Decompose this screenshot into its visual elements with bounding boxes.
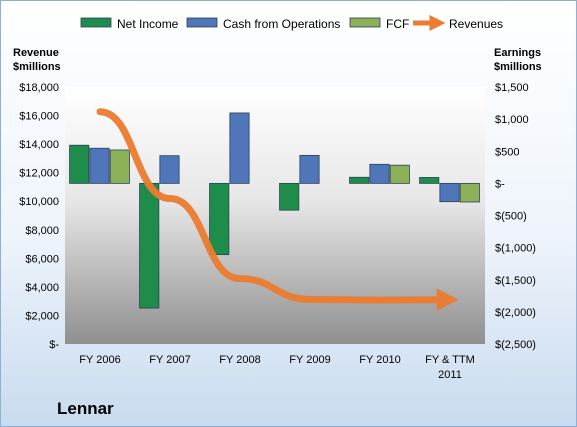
category-label: FY 2009 <box>289 354 330 366</box>
bar-cash-from-operations <box>159 155 180 184</box>
category-label: FY 2010 <box>359 354 400 366</box>
left-tick-label: $8,000 <box>25 225 59 237</box>
bar-cash-from-operations <box>439 182 460 203</box>
legend-swatch-net-income <box>80 17 112 28</box>
revenues-line <box>96 108 459 311</box>
right-tick-label: $(2,000) <box>495 307 536 319</box>
right-tick-label: $- <box>495 178 505 190</box>
bar-cash-from-operations <box>369 163 390 184</box>
right-axis-title-2: $millions <box>494 61 542 73</box>
right-axis-title-1: Earnings <box>494 47 541 59</box>
legend-label-net-income: Net Income <box>117 17 179 31</box>
legend-swatch-fcf <box>349 17 381 28</box>
left-tick-label: $12,000 <box>19 168 59 180</box>
left-tick-label: $2,000 <box>25 310 59 322</box>
bar-cash-from-operations <box>89 147 110 184</box>
right-tick-label: $(2,500) <box>495 339 536 351</box>
legend-label-revenues: Revenues <box>449 17 503 31</box>
left-tick-label: $14,000 <box>19 139 59 151</box>
legend-label-cash-from-operations: Cash from Operations <box>223 17 340 31</box>
legend-swatch-cash-from-operations <box>186 17 218 28</box>
company-name: Lennar <box>57 399 114 418</box>
legend-item: Revenues <box>413 14 503 32</box>
bar-cash-from-operations <box>299 154 320 184</box>
right-tick-label: $1,000 <box>495 114 529 126</box>
left-tick-label: $- <box>49 339 59 351</box>
bar-fcf <box>459 182 480 203</box>
bar-net-income <box>69 144 90 184</box>
left-tick-label: $4,000 <box>25 282 59 294</box>
category-label: FY 2006 <box>79 354 120 366</box>
right-tick-label: $500 <box>495 146 519 158</box>
right-tick-label: $1,500 <box>495 82 529 94</box>
bar-cash-from-operations <box>229 112 250 184</box>
bar-net-income <box>419 177 440 184</box>
legend-item: FCF <box>349 17 409 31</box>
bar-fcf <box>109 149 130 184</box>
right-tick-label: $(1,500) <box>495 275 536 287</box>
left-axis-title-2: $millions <box>13 61 61 73</box>
left-tick-label: $10,000 <box>19 196 59 208</box>
left-tick-label: $16,000 <box>19 111 59 123</box>
legend-item: Cash from Operations <box>186 17 340 31</box>
left-tick-label: $6,000 <box>25 253 59 265</box>
bar-fcf <box>389 164 410 184</box>
right-tick-label: $(500) <box>495 211 527 223</box>
category-label: FY 2008 <box>219 354 260 366</box>
left-axis-title-1: Revenue <box>13 47 59 59</box>
bar-net-income <box>209 182 230 256</box>
category-label: FY & TTM <box>425 354 475 366</box>
category-label: 2011 <box>438 369 462 381</box>
right-tick-label: $(1,000) <box>495 243 536 255</box>
legend-label-fcf: FCF <box>386 17 409 31</box>
legend-item: Net Income <box>80 17 179 31</box>
bar-net-income <box>349 176 370 184</box>
bar-net-income <box>279 182 300 211</box>
left-tick-label: $18,000 <box>19 82 59 94</box>
category-label: FY 2007 <box>149 354 190 366</box>
plot-area <box>65 87 485 344</box>
bar-net-income <box>139 182 160 309</box>
